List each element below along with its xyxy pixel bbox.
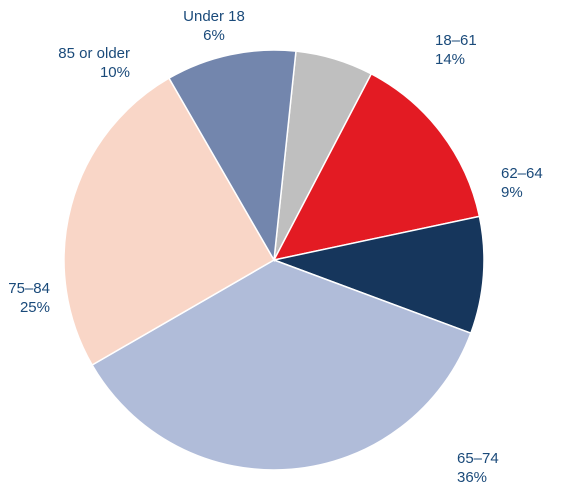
slice-label-line: 10% [58, 64, 130, 83]
slice-label-line: 14% [435, 51, 477, 70]
slice-label-line: 9% [501, 184, 543, 203]
slice-label-line: 18–61 [435, 32, 477, 51]
slice-label-line: 65–74 [457, 450, 499, 469]
slice-label: 85 or older10% [58, 45, 130, 83]
pie-chart: Under 186% 18–6114% 62–649% 65–7436% 75–8425… [0, 0, 575, 502]
slice-label: 65–7436% [457, 450, 499, 488]
slice-label: Under 186% [183, 8, 245, 46]
slice-label-line: 36% [457, 469, 499, 488]
slice-label-line: 85 or older [58, 45, 130, 64]
slice-label-line: 25% [8, 299, 50, 318]
slice-label: 62–649% [501, 165, 543, 203]
slice-label: 75–8425% [8, 280, 50, 318]
slice-label-line: 6% [183, 27, 245, 46]
slice-label-line: 62–64 [501, 165, 543, 184]
slice-label-line: Under 18 [183, 8, 245, 27]
slice-label: 18–6114% [435, 32, 477, 70]
slice-label-line: 75–84 [8, 280, 50, 299]
